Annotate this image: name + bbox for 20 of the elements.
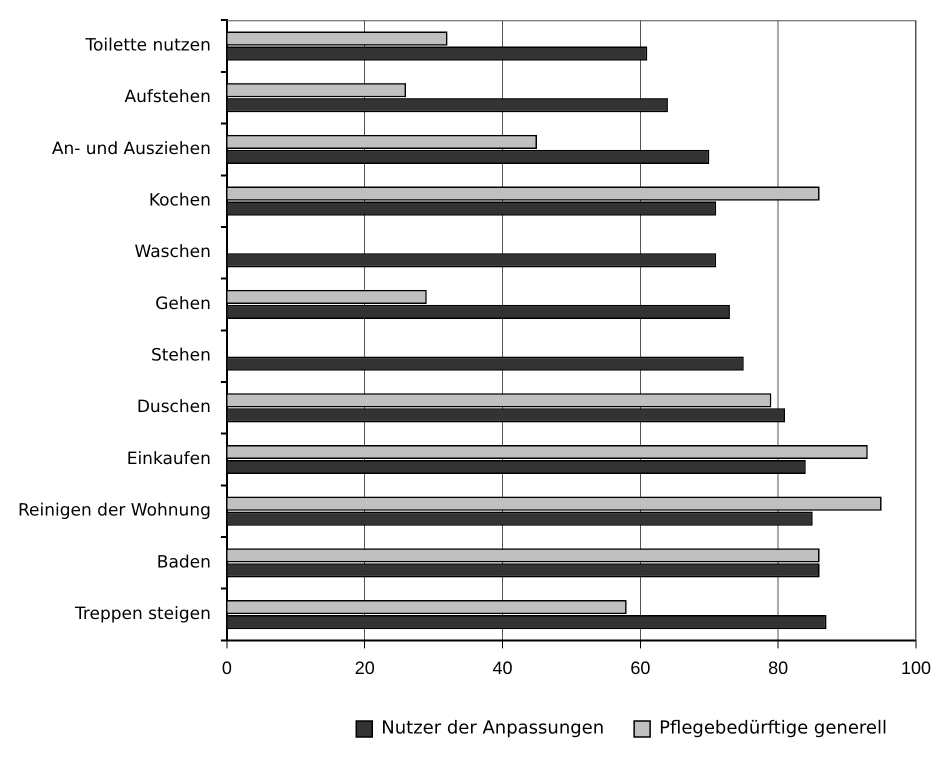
y-tick-label: Einkaufen	[126, 448, 211, 469]
y-tick-label: An- und Ausziehen	[52, 138, 211, 159]
x-tick-label: 40	[492, 658, 513, 678]
y-tick-label: Kochen	[148, 190, 211, 211]
y-tick-label: Duschen	[136, 397, 211, 418]
y-tick-label: Reinigen der Wohnung	[18, 500, 211, 521]
y-tick-label: Gehen	[155, 294, 211, 314]
y-tick-label: Waschen	[134, 242, 211, 262]
y-tick-label: Treppen steigen	[74, 604, 211, 624]
y-tick-label: Baden	[156, 552, 211, 572]
x-tick-label: 80	[768, 658, 788, 678]
x-tick-label: 60	[630, 658, 650, 678]
x-tick-label: 0	[222, 658, 232, 678]
legend-label: Nutzer der Anpassungen	[381, 718, 604, 739]
y-tick-label: Stehen	[150, 346, 211, 366]
x-tick-label: 20	[354, 658, 375, 678]
x-tick-label: 100	[900, 658, 932, 678]
legend-label: Pflegebedürftige generell	[659, 718, 888, 739]
y-tick-label: Aufstehen	[124, 87, 211, 108]
y-tick-label: Toilette nutzen	[84, 35, 211, 56]
